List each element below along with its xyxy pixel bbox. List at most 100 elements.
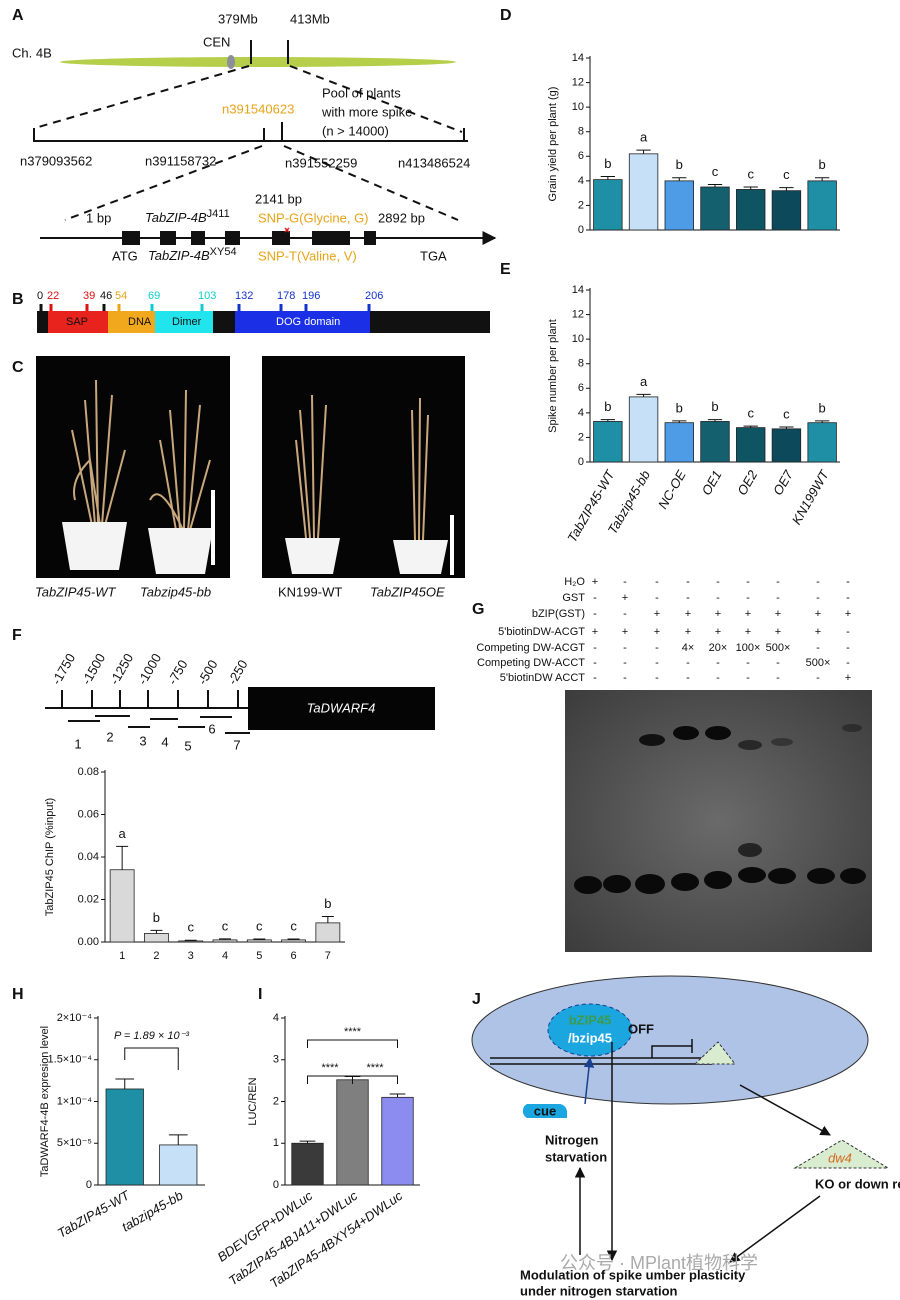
watermark: 公众号 · MPlant植物科学	[560, 1253, 758, 1273]
panel-label: F	[12, 627, 22, 644]
significance-letter: c	[712, 164, 719, 179]
lane-cell: 20×	[709, 642, 728, 654]
error-bar	[600, 419, 615, 422]
panel-label: B	[12, 291, 24, 308]
y-tick-label: 1.5×10⁻⁴	[48, 1054, 93, 1066]
row-label: Competing DW-ACCT	[477, 657, 585, 669]
lane-cell: -	[655, 642, 659, 654]
lane-cell: -	[776, 657, 780, 669]
bar	[593, 421, 623, 463]
lane-cell: -	[816, 576, 820, 588]
lane-cell: -	[655, 592, 659, 604]
y-tick-label: 0.00	[78, 936, 99, 948]
y-tick-label: 4	[578, 407, 584, 419]
significance-letter: b	[324, 896, 331, 911]
snp-mark	[284, 227, 290, 233]
bar	[807, 180, 837, 231]
chromosome	[60, 57, 456, 67]
y-tick-label: 0	[578, 456, 584, 468]
significance-letter: c	[783, 167, 790, 182]
y-tick-label: 0.04	[78, 851, 99, 863]
x-tick-label: 2	[153, 950, 159, 962]
panel-label: D	[500, 7, 512, 24]
significance-letter: c	[187, 920, 194, 935]
pool-text: (n > 14000)	[322, 123, 389, 138]
bar	[144, 933, 169, 943]
error-bar	[184, 939, 197, 941]
lane-cell: -	[686, 672, 690, 684]
allele-label: TabZIP-4BXY54	[148, 246, 237, 264]
lane-cell: -	[593, 642, 597, 654]
lane-cell: +	[815, 626, 821, 638]
allele-name: J411	[207, 208, 230, 220]
y-tick-label: 0.08	[78, 766, 99, 778]
error-bar	[116, 845, 129, 870]
error-bar	[707, 184, 723, 187]
position-label: 206	[365, 290, 383, 302]
position-label: 69	[148, 290, 160, 302]
lane-cell: +	[775, 626, 781, 638]
comparison-bracket	[124, 1047, 179, 1070]
bar	[664, 422, 694, 463]
domain-label: DNA	[128, 316, 152, 328]
plant-label: TabZIP45-WT	[35, 584, 116, 599]
plant-label: KN199-WT	[278, 584, 342, 599]
y-axis-label: LUC/REN	[247, 1077, 259, 1125]
fragment-label: 2	[106, 729, 113, 744]
position-label: 54	[115, 290, 127, 302]
position-label: 46	[100, 290, 112, 302]
y-tick-label: 1	[273, 1137, 279, 1149]
bar	[807, 422, 837, 463]
centromere-label: CEN	[203, 34, 230, 49]
error-bar	[815, 420, 830, 423]
y-tick-label: 0	[86, 1179, 92, 1191]
state-label: OFF	[628, 1021, 654, 1036]
error-bar	[287, 938, 300, 940]
significance: ****	[321, 1062, 339, 1074]
lane-cell: -	[716, 657, 720, 669]
cue	[522, 1104, 567, 1118]
x-tick-label: OE7	[770, 467, 796, 498]
marker-label: n391552259	[285, 155, 357, 170]
row-label: H₂O	[564, 576, 585, 588]
lane-cell: -	[623, 642, 627, 654]
x-tick-label: 7	[325, 950, 331, 962]
promoter-label: -250	[225, 657, 251, 687]
y-tick-label: 8	[578, 358, 584, 370]
position-label: 178	[277, 290, 295, 302]
marker-label: n391540623	[222, 101, 294, 116]
promoter-label: -750	[165, 657, 191, 687]
bar	[700, 186, 730, 231]
comparison-bracket	[307, 1039, 398, 1048]
domain	[108, 311, 155, 333]
y-tick-label: 0.06	[78, 808, 99, 820]
lane-cell: 500×	[806, 657, 831, 669]
panel-b: B SAP DNA Dimer DOG domain	[12, 291, 490, 333]
y-tick-label: 6	[578, 150, 584, 162]
exon	[191, 231, 205, 245]
error-bar	[779, 426, 794, 429]
lane-cell: -	[716, 592, 720, 604]
lane-cell: +	[775, 608, 781, 620]
bar	[109, 869, 135, 943]
lane-cell: -	[846, 642, 850, 654]
lane-cell: -	[655, 672, 659, 684]
lane-cell: -	[686, 576, 690, 588]
position-label: 103	[198, 290, 216, 302]
lane-cell: 4×	[682, 642, 695, 654]
position-label: 0	[37, 290, 43, 302]
marker-label: n391158732	[145, 153, 216, 168]
x-tick-label: tabzip45-bb	[119, 1188, 185, 1235]
lane-cell: +	[685, 626, 691, 638]
error-bar	[253, 938, 266, 940]
zoom-line	[289, 65, 463, 133]
zoom-line	[64, 145, 263, 221]
panel-j: J bZIP45 /bzip45 OFF dw4 KO or down regu…	[471, 975, 900, 1298]
lane-cell: -	[623, 576, 627, 588]
significance-letter: b	[153, 910, 160, 925]
lane-cell: -	[593, 592, 597, 604]
significance-letter: b	[604, 399, 611, 414]
repression	[651, 1039, 693, 1058]
exon	[272, 231, 290, 245]
marker-label: n413486524	[398, 155, 470, 170]
